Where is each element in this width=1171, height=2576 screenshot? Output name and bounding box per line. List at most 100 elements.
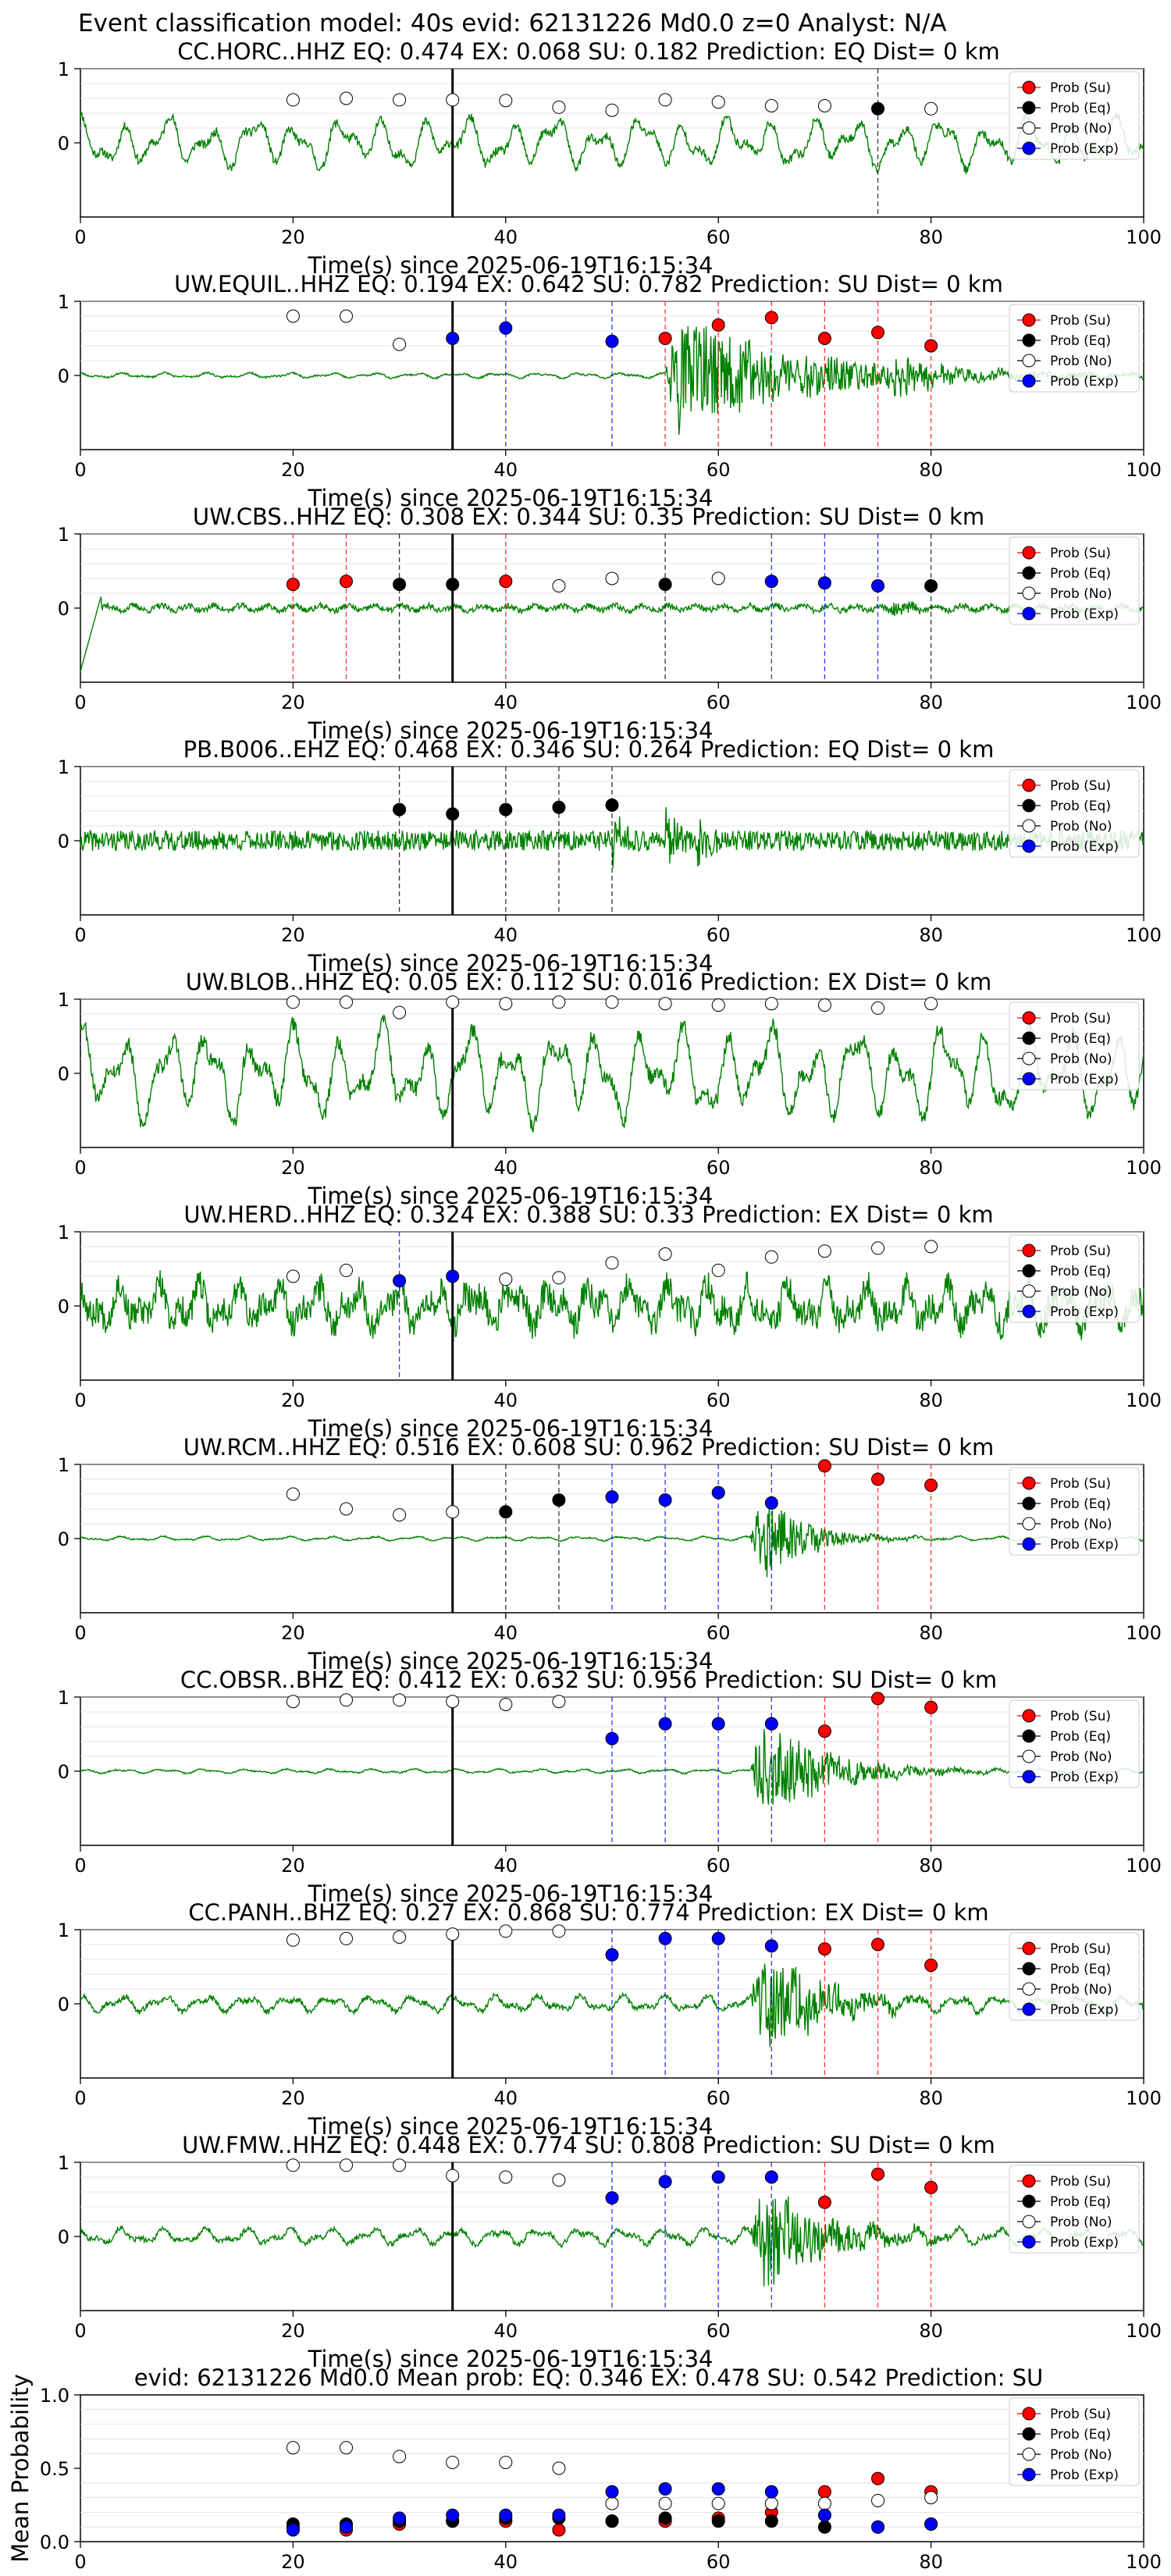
legend-box bbox=[1009, 71, 1140, 160]
prob-marker-su bbox=[871, 1937, 884, 1952]
legend-marker-eq bbox=[1022, 1031, 1036, 1045]
legend-marker-su bbox=[1022, 2407, 1036, 2421]
x-tick-label: 100 bbox=[1126, 2320, 1162, 2342]
x-tick-label: 40 bbox=[494, 459, 518, 481]
chart-panel-9: CC.PANH..BHZ EQ: 0.27 EX: 0.868 SU: 0.77… bbox=[58, 1899, 1162, 2140]
x-tick-label: 60 bbox=[707, 1855, 731, 1877]
x-tick-label: 40 bbox=[494, 1389, 518, 1411]
prob-marker-no bbox=[552, 1924, 566, 1938]
x-tick-label: 60 bbox=[707, 1389, 731, 1411]
prob-marker-no bbox=[286, 2158, 300, 2172]
x-tick-label: 40 bbox=[494, 1855, 518, 1877]
legend-label-exp: Prob (Exp) bbox=[1050, 1770, 1119, 1785]
legend-label-no: Prob (No) bbox=[1050, 2215, 1112, 2230]
plot-area bbox=[80, 998, 1144, 1148]
legend-label-eq: Prob (Eq) bbox=[1050, 1031, 1111, 1047]
prob-marker-su bbox=[764, 311, 778, 325]
x-tick-label: 20 bbox=[281, 692, 305, 713]
prob-marker-no bbox=[446, 93, 460, 107]
x-axis-label: Time(s) since 2025-06-19T16:15:34 bbox=[308, 717, 714, 744]
x-tick-label: 100 bbox=[1126, 459, 1162, 481]
legend-label-exp: Prob (Exp) bbox=[1050, 839, 1119, 855]
prob-marker-exp bbox=[764, 2170, 778, 2184]
x-tick-label: 100 bbox=[1126, 924, 1162, 946]
prob-marker-eq bbox=[605, 798, 619, 812]
y-tick-label: 1.0 bbox=[40, 2385, 69, 2407]
legend-marker-su bbox=[1022, 1244, 1036, 1258]
prob-marker-su bbox=[924, 1959, 938, 1973]
prob-marker-eq bbox=[499, 802, 513, 817]
prob-marker-su bbox=[658, 332, 672, 345]
x-tick-label: 60 bbox=[707, 226, 731, 248]
y-tick-label: 0 bbox=[58, 598, 69, 620]
x-tick-label: 0 bbox=[74, 226, 86, 248]
prob-marker-no bbox=[764, 1250, 778, 1264]
legend-marker-su bbox=[1022, 1011, 1036, 1025]
x-axis-label: Time(s) since 2025-06-19T16:15:34 bbox=[308, 1648, 714, 1674]
mean-prob-marker-su bbox=[817, 2485, 831, 2499]
prob-marker-no bbox=[499, 997, 513, 1011]
waveform-trace bbox=[80, 596, 1144, 672]
prob-marker-no bbox=[340, 995, 353, 1009]
prob-marker-no bbox=[499, 2170, 513, 2184]
legend-label-eq: Prob (Eq) bbox=[1050, 1729, 1111, 1745]
x-tick-label: 20 bbox=[281, 459, 305, 481]
legend-label-su: Prob (Su) bbox=[1050, 1244, 1111, 1259]
mean-prob-marker-eq bbox=[764, 2514, 778, 2528]
legend-marker-eq bbox=[1022, 1729, 1036, 1743]
y-tick-label: 0 bbox=[58, 1063, 69, 1085]
legend-label-no: Prob (No) bbox=[1050, 1749, 1112, 1765]
x-axis-label: Time(s) since 2025-06-19T16:15:34 bbox=[308, 485, 714, 511]
prob-marker-exp bbox=[499, 321, 513, 335]
prob-marker-no bbox=[446, 995, 460, 1009]
mean-prob-marker-no bbox=[658, 2496, 672, 2510]
legend-label-eq: Prob (Eq) bbox=[1050, 2194, 1111, 2210]
chart-panel-3: UW.CBS..HHZ EQ: 0.308 EX: 0.344 SU: 0.35… bbox=[58, 503, 1162, 744]
x-tick-label: 100 bbox=[1126, 226, 1162, 248]
prob-marker-exp bbox=[658, 1717, 672, 1731]
prob-marker-eq bbox=[393, 802, 407, 817]
prob-marker-exp bbox=[711, 1485, 725, 1500]
prob-marker-su bbox=[817, 2195, 831, 2209]
prob-marker-no bbox=[499, 1272, 513, 1286]
mean-prob-marker-exp bbox=[764, 2485, 778, 2499]
x-axis-label: Time(s) since 2025-06-19T16:15:34 bbox=[308, 2346, 714, 2372]
waveform-trace bbox=[80, 1014, 1144, 1133]
x-tick-label: 80 bbox=[919, 1157, 943, 1179]
prob-marker-exp bbox=[764, 575, 778, 589]
legend-box bbox=[1009, 2165, 1140, 2254]
prob-marker-no bbox=[340, 1502, 353, 1516]
chart-panel-11: evid: 62131226 Md0.0 Mean prob: EQ: 0.34… bbox=[7, 2364, 1162, 2573]
legend-box bbox=[1009, 1932, 1140, 2021]
legend-marker-eq bbox=[1022, 333, 1036, 347]
legend-marker-eq bbox=[1022, 1962, 1036, 1976]
legend-marker-su bbox=[1022, 1476, 1036, 1490]
waveform-trace bbox=[80, 111, 1144, 175]
x-tick-label: 20 bbox=[281, 2551, 305, 2573]
prob-marker-no bbox=[393, 1693, 407, 1707]
prob-marker-exp bbox=[871, 579, 884, 592]
prob-marker-no bbox=[552, 995, 566, 1009]
x-tick-label: 20 bbox=[281, 1389, 305, 1411]
prob-marker-no bbox=[924, 101, 938, 116]
prob-marker-su bbox=[817, 1459, 831, 1473]
mean-prob-marker-no bbox=[764, 2496, 778, 2510]
x-tick-label: 40 bbox=[494, 2087, 518, 2109]
prob-marker-no bbox=[711, 998, 725, 1012]
y-tick-label: 1 bbox=[58, 1920, 69, 1941]
prob-marker-no bbox=[286, 1933, 300, 1947]
legend-label-exp: Prob (Exp) bbox=[1050, 2002, 1119, 2018]
x-axis-label: Time(s) since 2025-06-19T16:15:34 bbox=[308, 1880, 714, 1907]
prob-marker-exp bbox=[605, 1490, 619, 1504]
prob-marker-no bbox=[817, 998, 831, 1012]
plot-area bbox=[80, 68, 1144, 218]
legend-label-exp: Prob (Exp) bbox=[1050, 1304, 1119, 1320]
prob-marker-no bbox=[552, 1695, 566, 1709]
prob-marker-exp bbox=[711, 1717, 725, 1731]
legend-box bbox=[1009, 304, 1140, 393]
legend-label-su: Prob (Su) bbox=[1050, 2407, 1111, 2422]
prob-marker-su bbox=[817, 1724, 831, 1738]
plot-area bbox=[80, 1231, 1144, 1381]
legend-label-no: Prob (No) bbox=[1050, 1517, 1112, 1532]
prob-marker-no bbox=[552, 2173, 566, 2187]
